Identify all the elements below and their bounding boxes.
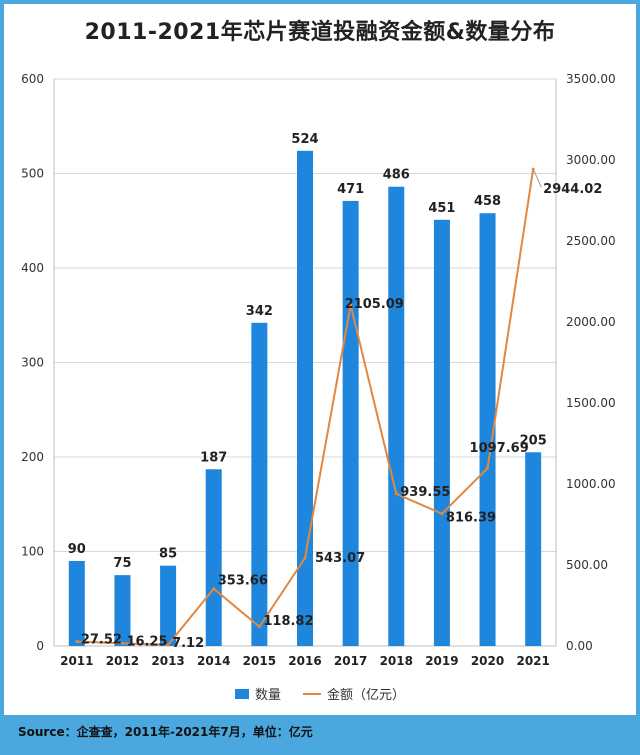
line-data-label: 16.25 (126, 634, 167, 649)
x-tick-label: 2015 (243, 654, 276, 668)
y-left-tick-label: 300 (21, 356, 44, 370)
x-tick-label: 2013 (151, 654, 184, 668)
y-right-tick-label: 2500.00 (566, 234, 616, 248)
line-data-label: 27.52 (81, 633, 122, 648)
line-data-label: 1097.69 (470, 441, 529, 456)
bar (433, 219, 450, 646)
y-left-tick-label: 600 (21, 72, 44, 86)
x-tick-label: 2012 (106, 654, 139, 668)
footer: Source：企查查，2011年-2021年7月，单位：亿元 (0, 715, 640, 755)
bar (525, 452, 542, 646)
y-left-tick-label: 200 (21, 450, 44, 464)
legend-item-count: 数量 (234, 684, 281, 703)
bar (68, 560, 85, 646)
line-data-label: 816.39 (446, 511, 496, 526)
bar-data-label: 486 (383, 168, 410, 183)
y-left-tick-label: 400 (21, 261, 44, 275)
label-leader (533, 170, 542, 188)
line-data-label: 353.66 (218, 574, 268, 589)
x-tick-label: 2016 (288, 654, 321, 668)
legend-swatch-line (303, 692, 321, 695)
y-left-tick-label: 500 (21, 167, 44, 181)
line-point (440, 512, 444, 516)
y-right-tick-label: 3500.00 (566, 72, 616, 86)
line-point (394, 492, 398, 496)
line-point (257, 625, 261, 629)
line-point (75, 640, 79, 644)
x-tick-label: 2018 (380, 654, 413, 668)
line-point (212, 587, 216, 591)
line-data-label: 2105.09 (345, 297, 404, 312)
bar (114, 575, 131, 646)
x-tick-label: 2017 (334, 654, 367, 668)
bar-data-label: 90 (68, 542, 86, 557)
y-left-tick-label: 0 (36, 639, 44, 653)
x-tick-label: 2014 (197, 654, 230, 668)
line-data-label: 7.12 (172, 636, 204, 651)
y-right-tick-label: 0.00 (566, 639, 593, 653)
legend-label-count: 数量 (254, 688, 281, 703)
line-point (120, 641, 124, 645)
bar (479, 213, 496, 646)
x-tick-label: 2011 (60, 654, 93, 668)
line-point (531, 167, 535, 171)
bar (160, 565, 177, 646)
line-data-label: 543.07 (315, 551, 365, 566)
y-right-tick-label: 1000.00 (566, 477, 616, 491)
bar-data-label: 187 (200, 450, 227, 465)
source-note: Source：企查查，2011年-2021年7月，单位：亿元 (18, 725, 313, 739)
y-right-tick-label: 500.00 (566, 558, 608, 572)
y-right-tick-label: 2000.00 (566, 315, 616, 329)
bar-data-label: 85 (159, 547, 177, 562)
line-point (486, 466, 490, 470)
line-data-label: 118.82 (263, 614, 313, 629)
y-right-tick-label: 1500.00 (566, 396, 616, 410)
legend-swatch-bar (234, 688, 249, 699)
bar (388, 186, 405, 647)
bar-data-label: 75 (113, 556, 131, 571)
line-point (166, 643, 170, 647)
bar (297, 150, 313, 646)
chart-title: 2011-2021年芯片赛道投融资金额&数量分布 (84, 20, 556, 45)
x-tick-label: 2021 (516, 654, 549, 668)
bar-data-label: 471 (337, 182, 364, 197)
bar-data-label: 342 (246, 304, 273, 319)
line-point (303, 556, 307, 560)
line-data-label: 2944.02 (543, 182, 602, 197)
x-tick-label: 2020 (471, 654, 504, 668)
bar-data-label: 451 (428, 201, 455, 216)
legend: 数量 金额（亿元） (0, 684, 640, 703)
bar (342, 200, 359, 646)
line-point (349, 303, 353, 307)
bar (251, 322, 268, 646)
legend-label-amount: 金额（亿元） (327, 688, 406, 703)
bar-data-label: 524 (291, 132, 318, 147)
bar-data-label: 458 (474, 194, 501, 209)
y-left-tick-label: 100 (21, 545, 44, 559)
bar (205, 469, 222, 646)
line-data-label: 939.55 (400, 485, 450, 500)
y-right-tick-label: 3000.00 (566, 153, 616, 167)
bar-data-label: 205 (520, 433, 547, 448)
x-tick-label: 2019 (425, 654, 458, 668)
legend-item-amount: 金额（亿元） (303, 684, 405, 703)
